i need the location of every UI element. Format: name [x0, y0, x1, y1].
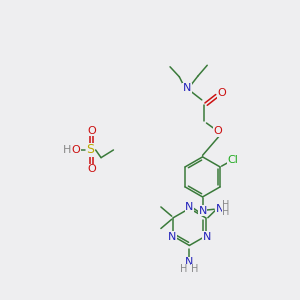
Text: N: N [185, 257, 194, 267]
Text: S: S [86, 143, 94, 157]
Text: H: H [63, 145, 71, 155]
Text: O: O [214, 127, 223, 136]
Text: N: N [183, 83, 191, 93]
Text: H: H [222, 207, 230, 217]
Text: N: N [203, 232, 211, 242]
Text: N: N [168, 232, 176, 242]
Text: Cl: Cl [228, 155, 238, 165]
Text: O: O [87, 164, 96, 174]
Text: O: O [218, 88, 226, 98]
Text: N: N [215, 204, 224, 214]
Text: N: N [185, 202, 194, 212]
Text: O: O [87, 126, 96, 136]
Text: N: N [198, 206, 207, 216]
Text: H: H [191, 264, 199, 274]
Text: O: O [72, 145, 81, 155]
Text: H: H [222, 200, 230, 210]
Text: H: H [180, 264, 188, 274]
